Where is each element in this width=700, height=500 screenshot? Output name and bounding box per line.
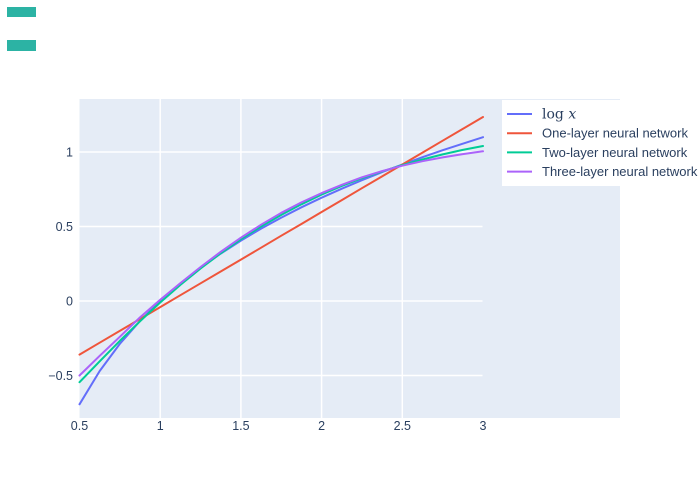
x-tick-label: 2 bbox=[318, 419, 325, 433]
legend: log x One-layer neural network Two-layer n… bbox=[502, 100, 698, 186]
gridlines bbox=[79, 99, 483, 418]
teal-accent-bar-bottom bbox=[7, 40, 36, 51]
series-three-layer-nn[interactable] bbox=[78, 150, 484, 377]
legend-label: Three-layer neural network bbox=[542, 164, 698, 179]
y-tick-label: −0.5 bbox=[48, 369, 73, 383]
y-tick-label: 0 bbox=[66, 295, 73, 309]
legend-item-three-layer-nn[interactable]: Three-layer neural network bbox=[507, 164, 698, 179]
x-tick-label: 3 bbox=[480, 419, 487, 433]
x-axis-tick-labels: 0.5 1 1.5 2 2.5 3 bbox=[71, 419, 487, 433]
legend-label: One-layer neural network bbox=[542, 126, 688, 141]
series-line bbox=[78, 145, 484, 384]
legend-label: log x bbox=[542, 107, 576, 123]
legend-item-two-layer-nn[interactable]: Two-layer neural network bbox=[507, 145, 688, 160]
x-tick-label: 0.5 bbox=[71, 419, 88, 433]
y-axis-tick-labels: 1 0.5 0 −0.5 bbox=[48, 146, 73, 384]
x-tick-label: 2.5 bbox=[394, 419, 411, 433]
y-tick-label: 0.5 bbox=[56, 220, 73, 234]
legend-item-log-x[interactable]: log x bbox=[507, 107, 576, 123]
legend-item-one-layer-nn[interactable]: One-layer neural network bbox=[507, 126, 688, 141]
legend-label: Two-layer neural network bbox=[542, 145, 688, 160]
teal-accent-bar-top bbox=[7, 7, 36, 17]
legend-background bbox=[502, 100, 698, 186]
series-line bbox=[78, 150, 484, 377]
series-two-layer-nn[interactable] bbox=[78, 145, 484, 384]
x-tick-label: 1.5 bbox=[232, 419, 249, 433]
x-tick-label: 1 bbox=[157, 419, 164, 433]
y-tick-label: 1 bbox=[66, 146, 73, 160]
